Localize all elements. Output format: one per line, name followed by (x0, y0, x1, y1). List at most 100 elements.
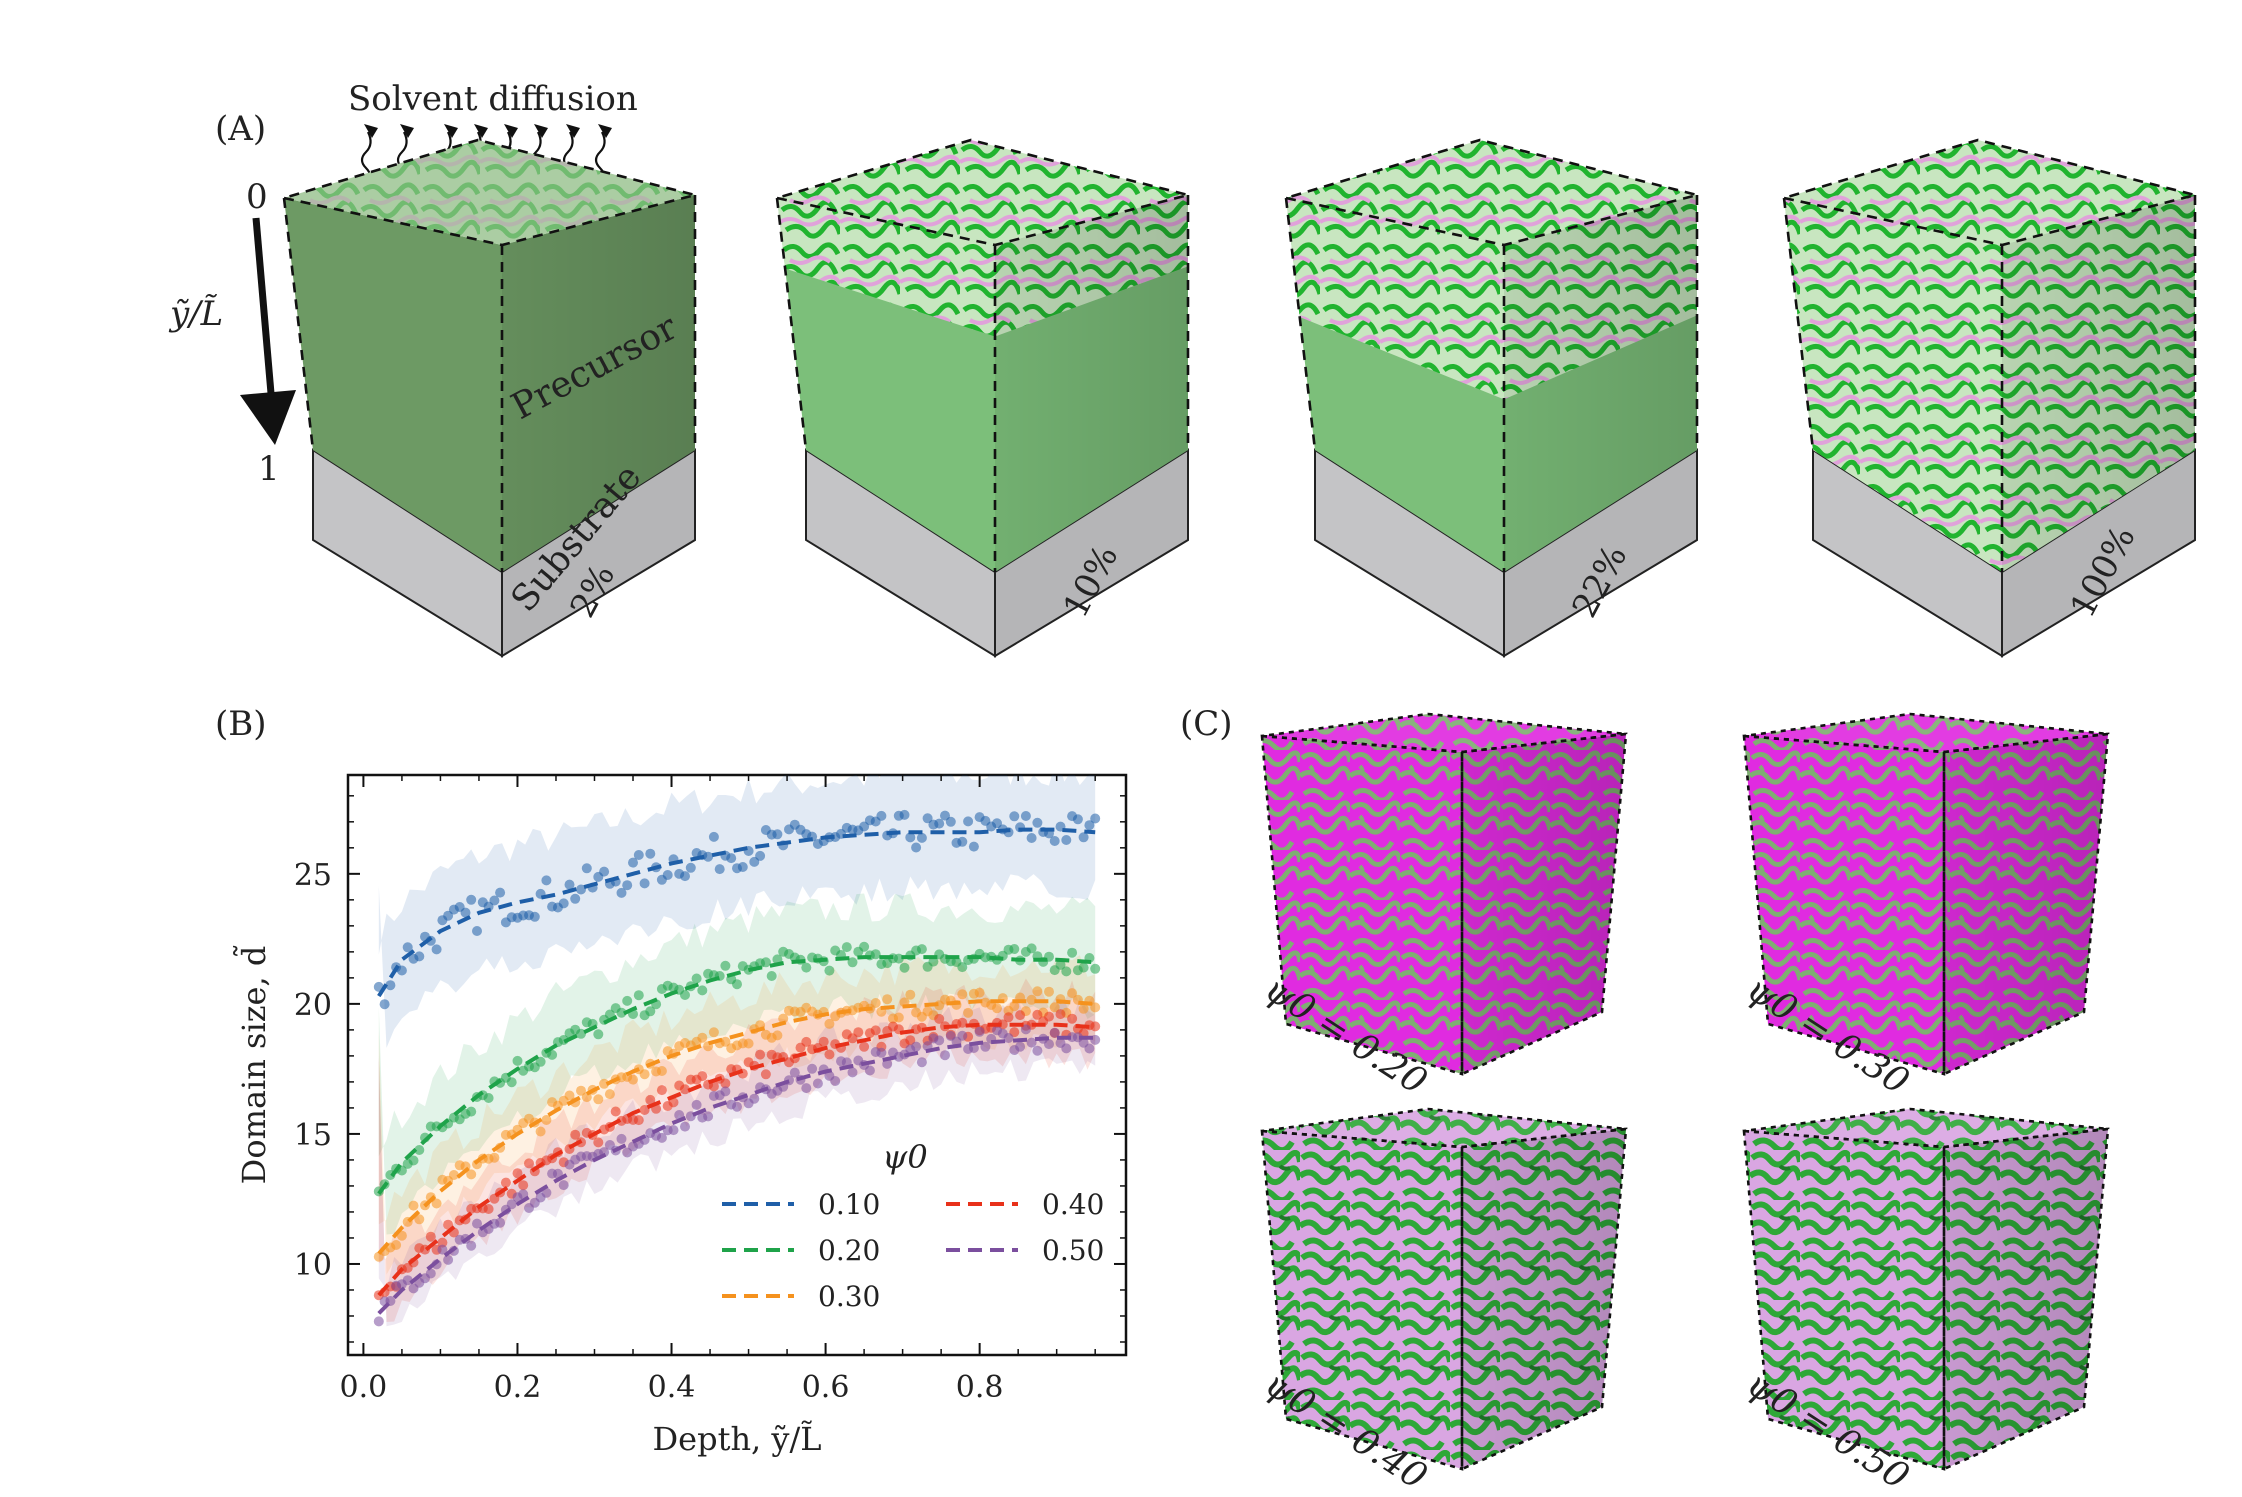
point-0.40 (425, 1231, 436, 1242)
point-0.40 (668, 1097, 679, 1108)
cube-2: 10% (775, 138, 1190, 658)
cube-right-shade (1462, 1129, 1626, 1469)
point-0.30 (870, 998, 881, 1008)
point-0.10 (905, 832, 916, 843)
point-0.10 (570, 893, 581, 904)
point-0.30 (535, 1126, 546, 1137)
film-left-face (284, 198, 502, 572)
plot-frame (346, 773, 1128, 1357)
point-0.40 (801, 1036, 812, 1047)
point-0.40 (680, 1084, 690, 1095)
point-0.20 (616, 1007, 627, 1018)
right-shade (2002, 195, 2195, 572)
depth-arrow-icon (240, 217, 296, 445)
point-0.20 (576, 1028, 586, 1039)
pattern-left-face (1784, 198, 2002, 572)
point-0.10 (576, 884, 586, 895)
point-0.10 (460, 907, 471, 918)
point-0.10 (396, 965, 407, 976)
point-0.10 (963, 816, 974, 827)
point-0.50 (732, 1101, 742, 1112)
fit-line-0.40 (377, 1022, 1096, 1297)
band-0.30 (378, 955, 1096, 1276)
film-top-face (777, 140, 1188, 245)
arrowhead-icon (598, 124, 612, 138)
point-0.50 (437, 1244, 448, 1255)
point-0.20 (899, 962, 910, 973)
legend-label-0.50: 0.50 (1042, 1234, 1104, 1267)
point-0.40 (500, 1177, 511, 1188)
point-0.40 (957, 1017, 968, 1028)
point-0.10 (472, 926, 482, 936)
substrate-right-face (501, 448, 696, 658)
cube-left-edge (1260, 1129, 1464, 1471)
point-0.50 (443, 1254, 454, 1265)
point-0.10 (581, 863, 592, 874)
point-0.40 (1032, 1009, 1043, 1020)
point-0.40 (512, 1168, 523, 1179)
point-0.50 (1044, 1039, 1054, 1050)
point-0.10 (541, 875, 552, 886)
arrowhead-icon (566, 124, 580, 138)
y-tick-label: 15 (294, 1118, 332, 1153)
x-ticks: 0.0 0.2 0.4 0.6 0.8 (340, 775, 1096, 1405)
cube-left-face (1744, 1131, 1944, 1469)
top-texture (284, 140, 695, 245)
cube-right-edge (1942, 1127, 2110, 1471)
point-0.10 (662, 870, 673, 880)
arrowhead-icon (444, 124, 458, 138)
point-0.30 (963, 1007, 974, 1018)
point-0.30 (408, 1200, 419, 1211)
band-0.50 (378, 996, 1096, 1327)
point-0.30 (599, 1078, 610, 1089)
x-tick-label: 0.6 (802, 1370, 850, 1405)
fit-line-0.50 (377, 1035, 1096, 1315)
point-0.40 (697, 1071, 708, 1082)
point-0.30 (391, 1240, 402, 1250)
point-0.20 (760, 957, 771, 968)
point-0.20 (916, 944, 927, 955)
x-tick-label: 0.0 (340, 1370, 388, 1405)
y-tick-label: 25 (294, 858, 332, 893)
left-edge (282, 197, 315, 451)
point-0.10 (628, 857, 638, 868)
point-0.10 (1084, 820, 1095, 831)
point-0.30 (639, 1069, 650, 1080)
point-0.10 (402, 942, 413, 953)
point-0.40 (1044, 1011, 1054, 1022)
point-0.40 (870, 1025, 881, 1036)
point-0.10 (945, 816, 956, 827)
point-0.40 (645, 1094, 656, 1105)
point-0.50 (864, 1065, 875, 1076)
point-0.30 (541, 1115, 552, 1125)
point-0.10 (772, 829, 783, 840)
point-0.30 (778, 1013, 789, 1024)
point-0.50 (720, 1086, 731, 1097)
point-0.20 (957, 962, 968, 973)
point-0.50 (830, 1076, 841, 1086)
point-0.10 (1020, 811, 1031, 821)
point-0.10 (495, 887, 506, 898)
depth-axis-top-label: 0 (246, 177, 268, 217)
point-0.20 (622, 995, 633, 1006)
point-0.20 (1061, 966, 1072, 977)
point-0.40 (720, 1078, 731, 1089)
cube-left-face (1744, 736, 1944, 1074)
point-0.30 (697, 1032, 708, 1043)
point-0.50 (1084, 1043, 1095, 1054)
point-0.50 (558, 1180, 569, 1191)
x-axis-label: Depth, ỹ/L̃ (653, 1420, 822, 1458)
point-0.30 (743, 1038, 754, 1049)
legend-label-0.20: 0.20 (818, 1234, 880, 1267)
data-points (373, 809, 1101, 1327)
point-0.20 (466, 1106, 477, 1117)
point-0.10 (558, 898, 569, 909)
panel-b-label: (B) (215, 704, 267, 744)
point-0.40 (934, 1013, 945, 1024)
point-0.50 (789, 1067, 800, 1078)
cube-left-face (1262, 1131, 1462, 1469)
point-0.10 (639, 878, 650, 889)
point-0.10 (703, 851, 714, 862)
point-0.50 (807, 1063, 818, 1074)
